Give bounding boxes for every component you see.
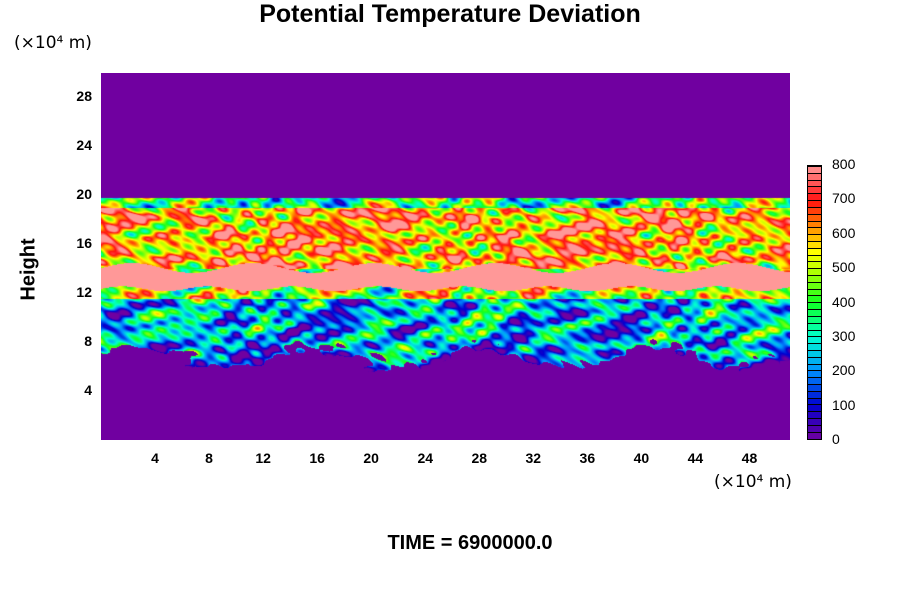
x-tick-label: 36: [579, 450, 596, 466]
x-tick-label: 24: [417, 450, 434, 466]
colorbar-segment: [808, 261, 821, 269]
colorbar-segment: [808, 295, 821, 303]
y-tick-label: 24: [76, 137, 92, 154]
x-tick-label: 12: [255, 450, 271, 466]
colorbar-segment: [808, 281, 821, 289]
colorbar: [807, 165, 822, 440]
colorbar-segment: [808, 227, 821, 235]
colorbar-segment: [808, 349, 821, 357]
x-tick-label: 4: [151, 450, 159, 466]
colorbar-segment: [808, 336, 821, 344]
chart-title: Potential Temperature Deviation: [259, 0, 641, 28]
colorbar-segment: [808, 315, 821, 323]
x-tick-label: 40: [633, 450, 650, 466]
colorbar-segment: [808, 200, 821, 207]
colorbar-segment: [808, 220, 821, 228]
y-axis-label: Height: [17, 238, 40, 301]
x-tick-label: 28: [471, 450, 488, 466]
y-tick-label: 20: [76, 186, 92, 203]
time-label: TIME = 6900000.0: [387, 532, 553, 554]
colorbar-segment: [808, 186, 821, 194]
colorbar-tick-label: 100: [832, 396, 856, 413]
colorbar-segment: [808, 424, 821, 432]
x-tick-label: 8: [205, 450, 213, 466]
colorbar-segment: [808, 404, 821, 412]
colorbar-tick-label: 700: [832, 190, 856, 207]
x-tick-label: 32: [525, 450, 542, 466]
colorbar-segment: [808, 356, 821, 364]
colorbar-segment: [808, 384, 821, 391]
colorbar-segment: [808, 179, 821, 187]
y-tick-label: 12: [76, 284, 92, 301]
colorbar-segment: [808, 418, 821, 425]
colorbar-segment: [808, 254, 821, 262]
colorbar-segment: [808, 377, 821, 384]
colorbar-tick-label: 200: [832, 362, 856, 379]
x-tick-label: 44: [687, 450, 704, 466]
colorbar-tick-label: 300: [832, 327, 856, 344]
x-axis-unit: (×10⁴ m): [714, 472, 792, 492]
colorbar-segment: [808, 411, 821, 419]
colorbar-tick-label: 800: [832, 156, 856, 172]
colorbar-segment: [808, 234, 821, 241]
y-tick-label: 28: [76, 88, 92, 105]
colorbar-tick-label: 0: [832, 431, 840, 447]
y-tick-label: 16: [76, 235, 92, 252]
colorbar-segment: [808, 206, 821, 214]
colorbar-segment: [808, 322, 821, 330]
x-tick-label: 20: [363, 450, 379, 466]
colorbar-segment: [808, 390, 821, 398]
colorbar-segment: [808, 363, 821, 371]
heatmap-plot-area: [101, 73, 790, 440]
colorbar-segment: [808, 397, 821, 405]
colorbar-segment: [808, 302, 821, 310]
colorbar-segment: [808, 275, 821, 282]
colorbar-segment: [808, 288, 821, 296]
colorbar-segment: [808, 370, 821, 378]
colorbar-segment: [808, 240, 821, 248]
x-tick-label: 16: [309, 450, 325, 466]
colorbar-segment: [808, 309, 821, 316]
colorbar-segment: [808, 172, 821, 180]
colorbar-segment: [808, 268, 821, 275]
colorbar-segment: [808, 329, 821, 337]
colorbar-segment: [808, 247, 821, 255]
y-axis-unit: (×10⁴ m): [14, 33, 92, 53]
colorbar-segment: [808, 193, 821, 201]
colorbar-tick-label: 400: [832, 293, 856, 310]
y-tick-label: 8: [84, 333, 92, 350]
colorbar-segment: [808, 431, 821, 439]
colorbar-segment: [808, 343, 821, 350]
x-tick-label: 48: [741, 450, 758, 466]
colorbar-segment: [808, 166, 821, 173]
colorbar-segment: [808, 213, 821, 221]
colorbar-tick-label: 500: [832, 259, 856, 276]
y-tick-label: 4: [84, 382, 92, 399]
colorbar-tick-label: 600: [832, 224, 856, 241]
